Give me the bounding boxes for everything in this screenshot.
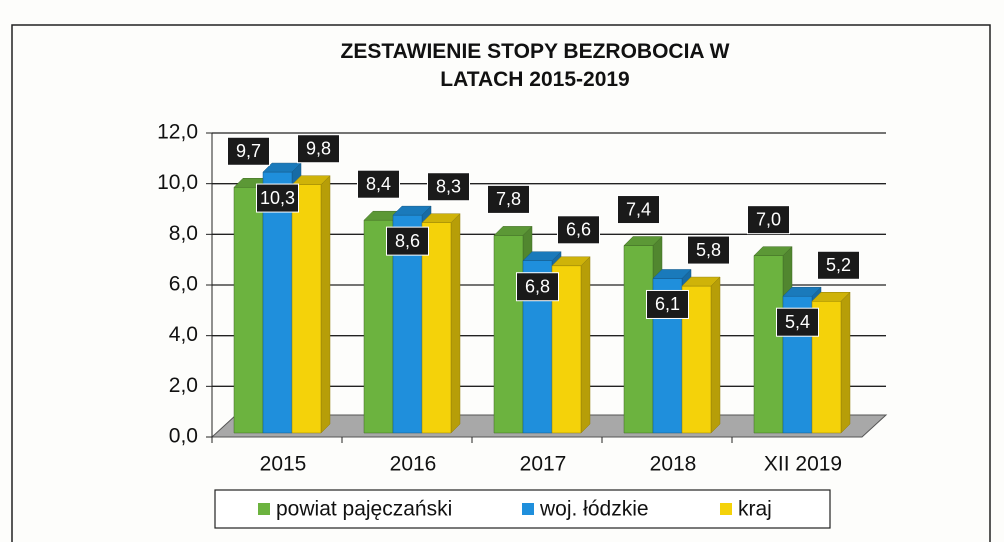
value-label-box xyxy=(617,195,660,225)
y-tick-label: 6,0 xyxy=(169,273,198,296)
bar-top xyxy=(623,236,663,246)
value-label-box xyxy=(297,134,340,164)
bar-front xyxy=(753,255,784,434)
value-label-box xyxy=(646,289,689,319)
bar-top xyxy=(291,175,331,185)
value-label: 6,8 xyxy=(525,276,550,296)
legend-label: powiat pajęczański xyxy=(276,498,452,521)
bar-top xyxy=(681,276,721,287)
bar-top xyxy=(811,292,851,302)
value-label: 6,6 xyxy=(566,220,591,240)
bar-side xyxy=(840,291,851,434)
bar-front xyxy=(623,245,654,434)
value-label: 10,3 xyxy=(260,188,295,208)
legend-label: kraj xyxy=(738,498,772,521)
value-label: 6,1 xyxy=(655,294,680,314)
value-label-box xyxy=(687,235,730,265)
value-label-box xyxy=(227,136,270,166)
bar-top xyxy=(652,269,692,279)
bar-top xyxy=(522,251,562,261)
bar-front xyxy=(291,184,322,434)
bar-top xyxy=(493,226,533,236)
bar xyxy=(811,291,851,434)
value-label-box xyxy=(747,205,790,235)
bar-side xyxy=(450,213,461,434)
bar-side xyxy=(580,256,591,434)
bar-top xyxy=(753,246,793,256)
value-label: 5,2 xyxy=(826,255,851,275)
y-tick-label: 4,0 xyxy=(169,323,198,346)
bar-front xyxy=(233,187,264,434)
bar-side xyxy=(710,276,721,434)
y-tick-label: 12,0 xyxy=(157,121,198,144)
bar xyxy=(551,256,591,434)
y-tick-label: 0,0 xyxy=(169,425,198,448)
bar-top xyxy=(782,286,822,297)
frame xyxy=(11,24,991,542)
value-label-box xyxy=(427,172,470,202)
bar-front xyxy=(493,235,524,434)
value-label: 7,8 xyxy=(496,189,521,209)
value-label: 5,4 xyxy=(785,312,810,332)
value-label-box xyxy=(357,169,400,199)
bar xyxy=(421,213,461,434)
x-tick-label: 2018 xyxy=(650,453,697,476)
value-label-box xyxy=(776,307,819,337)
x-tick-label: XII 2019 xyxy=(764,453,842,476)
value-label: 8,6 xyxy=(395,231,420,251)
value-label: 7,4 xyxy=(626,199,651,219)
bar-top xyxy=(551,256,591,267)
chart-title: ZESTAWIENIE STOPY BEZROBOCIA W LATACH 20… xyxy=(340,40,730,91)
value-label: 8,3 xyxy=(436,176,461,196)
legend-swatch xyxy=(258,503,270,515)
legend-swatch xyxy=(720,503,732,515)
value-label: 9,7 xyxy=(236,141,261,161)
y-tick-label: 2,0 xyxy=(169,374,198,397)
y-tick-label: 10,0 xyxy=(157,171,198,194)
value-label: 9,8 xyxy=(306,138,331,158)
value-label-box xyxy=(817,250,860,280)
x-tick-label: 2015 xyxy=(260,453,307,476)
x-tick-label: 2016 xyxy=(390,453,437,476)
legend-swatch xyxy=(522,503,534,515)
bar-side xyxy=(320,175,331,434)
value-label-box xyxy=(516,272,559,302)
value-label: 8,4 xyxy=(366,174,391,194)
value-label-box xyxy=(487,184,530,214)
legend-label: woj. łódzkie xyxy=(539,498,649,521)
y-tick-label: 8,0 xyxy=(169,222,198,245)
value-label: 5,8 xyxy=(696,240,721,260)
bar xyxy=(291,175,331,434)
x-tick-label: 2017 xyxy=(520,453,567,476)
bar xyxy=(681,276,721,434)
value-label-box xyxy=(256,183,299,213)
bar-top xyxy=(392,205,432,216)
value-label-box xyxy=(386,226,429,256)
value-label-box xyxy=(557,215,600,245)
value-label: 7,0 xyxy=(756,209,781,229)
bar-top xyxy=(421,213,461,223)
